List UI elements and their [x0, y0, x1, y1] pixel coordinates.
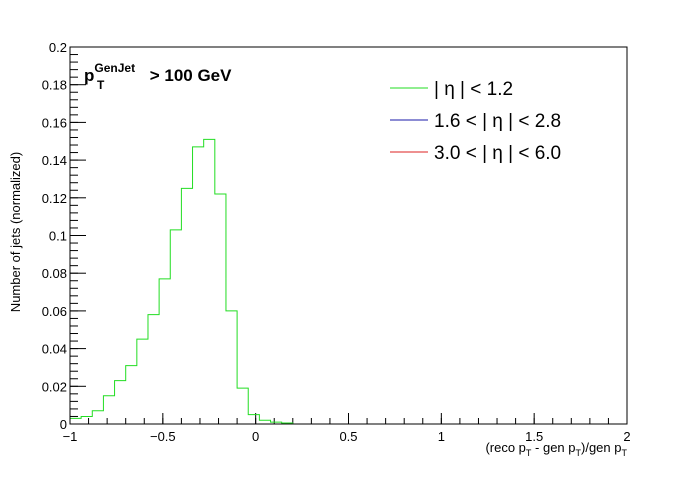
y-axis-label: Number of jets (normalized) [8, 152, 23, 312]
legend-entry-2: 3.0 < | η | < 6.0 [434, 143, 561, 164]
x-label-part-3: )/gen p [581, 440, 621, 455]
plot-frame [69, 46, 628, 425]
x-label-part-1: (reco p [485, 440, 525, 455]
pt-cut-annotation: pGenJet T > 100 GeV [84, 61, 232, 92]
y-tick-label: 0.02 [42, 379, 67, 394]
y-tick-label: 0.14 [42, 153, 67, 168]
x-tick-label: 1.5 [525, 429, 543, 444]
x-label-sub-1: T [526, 448, 532, 458]
y-tick-label: 0.06 [42, 304, 67, 319]
x-tick-label: 0.5 [339, 429, 357, 444]
x-label-sub-3: T [622, 448, 628, 458]
x-tick-label: 2 [623, 429, 630, 444]
x-tick-label: 1 [438, 429, 445, 444]
legend: | η | < 1.2 1.6 < | η | < 2.8 3.0 < | η | … [390, 79, 561, 164]
x-label-sub-2: T [576, 448, 582, 458]
y-tick-label: 0.12 [42, 191, 67, 206]
pt-threshold: > 100 GeV [145, 66, 232, 85]
axis-ticks [69, 46, 628, 425]
y-tick-label: 0.04 [42, 342, 67, 357]
y-tick-label: 0 [60, 417, 67, 432]
legend-entry-1: 1.6 < | η | < 2.8 [434, 111, 561, 132]
y-tick-label: 0.18 [42, 78, 67, 93]
x-axis-label: (reco pT - gen pT)/gen pT [485, 440, 627, 458]
legend-entry-0: | η | < 1.2 [434, 79, 513, 100]
x-tick-label: −0.5 [150, 429, 176, 444]
tick-labels: −1 −0.5 0 0.5 1 1.5 2 0 0.02 0.04 0.06 0.08 0.1 0.12 0… [42, 40, 631, 444]
x-label-part-2: - gen p [531, 440, 575, 455]
y-tick-label: 0.1 [49, 229, 67, 244]
y-tick-label: 0.08 [42, 266, 67, 281]
y-tick-label: 0.16 [42, 115, 67, 130]
t-subscript: T [97, 78, 105, 92]
y-tick-label: 0.2 [49, 40, 67, 55]
x-tick-label: −1 [63, 429, 78, 444]
x-tick-label: 0 [252, 429, 259, 444]
genjet-superscript: GenJet [94, 61, 135, 75]
histogram-series-0 [69, 138, 294, 424]
pt-symbol: p [84, 66, 94, 85]
series-layer [69, 138, 294, 424]
